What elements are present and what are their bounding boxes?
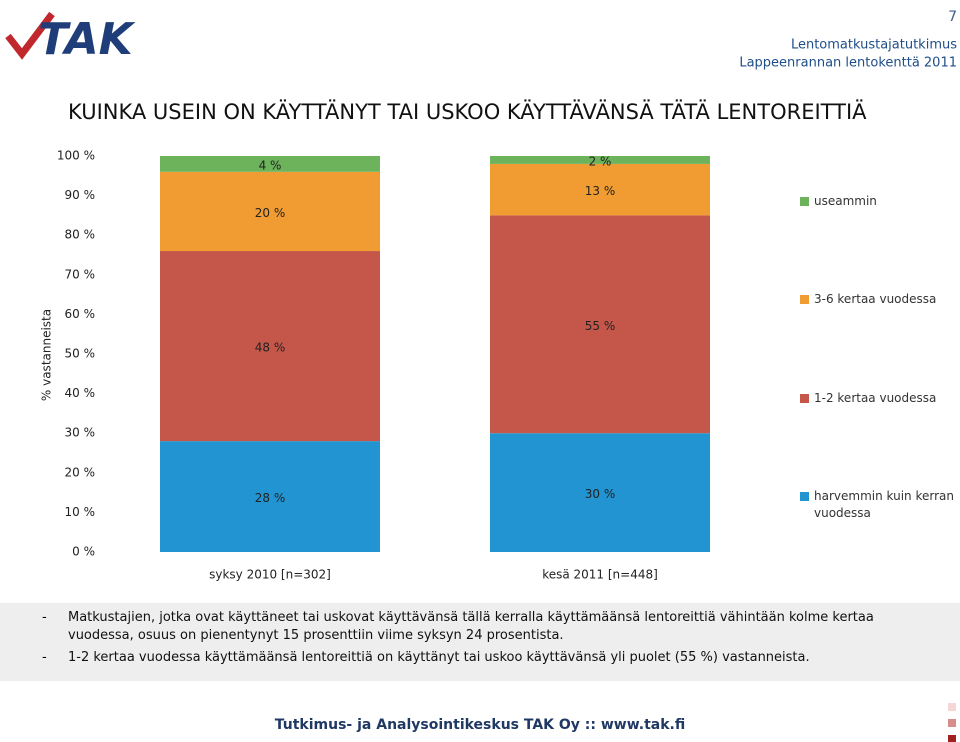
legend-label: 1-2 kertaa vuodessa xyxy=(814,390,937,405)
notes-band: - Matkustajien, jotka ovat käyttäneet tai… xyxy=(0,603,960,681)
logo-text: TAK xyxy=(38,14,136,65)
bar-segment xyxy=(490,215,710,434)
bar-segment xyxy=(160,156,380,172)
legend-item: 3-6 kertaa vuodessa xyxy=(800,291,960,308)
value-label: 30 % xyxy=(585,487,616,501)
legend-label: useammin xyxy=(814,194,877,208)
decor xyxy=(948,735,956,742)
bullet: - xyxy=(42,610,47,625)
logo-check xyxy=(5,11,55,60)
decor xyxy=(948,719,956,727)
bar-segment xyxy=(160,171,380,252)
value-label: 48 % xyxy=(255,341,286,355)
legend-swatch xyxy=(800,393,809,403)
value-label: 4 % xyxy=(259,158,282,172)
legend-label: 3-6 kertaa vuodessa xyxy=(814,292,937,307)
logo: TAK xyxy=(5,11,136,65)
legend-swatch xyxy=(800,491,809,501)
y-tick-label: 0 % xyxy=(72,545,95,559)
value-label: 20 % xyxy=(255,206,286,220)
bar-segment xyxy=(160,251,380,442)
y-tick-label: 10 % xyxy=(65,505,96,519)
value-label: 2 % xyxy=(589,154,612,168)
value-label: 28 % xyxy=(255,491,286,505)
y-tick-label: 70 % xyxy=(65,267,96,281)
x-tick-label: syksy 2010 [n=302] xyxy=(209,568,331,582)
y-tick-label: 60 % xyxy=(65,307,96,321)
header-line: Lappeenrannan lentokenttä 2011 xyxy=(739,56,957,71)
note-text: 1-2 kertaa vuodessa käyttämäänsä lentore… xyxy=(68,650,810,665)
bar-segment xyxy=(490,156,710,164)
y-tick-label: 30 % xyxy=(65,426,96,440)
y-axis-label: % vastanneista xyxy=(40,309,54,401)
legend-label: harvemmin kuin kerran vuodessa xyxy=(814,488,954,520)
value-label: 13 % xyxy=(585,184,616,198)
y-tick-label: 80 % xyxy=(65,228,96,242)
bar-segment xyxy=(490,163,710,216)
y-tick-label: 20 % xyxy=(65,465,96,479)
bar-segment xyxy=(490,433,710,552)
legend-item: harvemmin kuin kerran vuodessa xyxy=(800,488,960,522)
legend-item: useammin xyxy=(800,193,960,210)
decor xyxy=(948,703,956,711)
header-line: Lentomatkustajatutkimus xyxy=(791,38,957,53)
y-tick-label: 100 % xyxy=(57,149,95,163)
legend-swatch xyxy=(800,295,809,305)
bullet: - xyxy=(42,650,47,665)
legend-swatch xyxy=(800,197,809,206)
y-tick-label: 50 % xyxy=(65,347,96,361)
y-tick-label: 40 % xyxy=(65,386,96,400)
chart-title: KUINKA USEIN ON KÄYTTÄNYT TAI USKOO KÄYT… xyxy=(68,99,867,124)
page-number: 7 xyxy=(948,9,957,25)
footer: Tutkimus- ja Analysointikeskus TAK Oy ::… xyxy=(275,717,685,733)
bar-segment xyxy=(160,441,380,552)
x-tick-label: kesä 2011 [n=448] xyxy=(542,568,658,582)
note-text: Matkustajien, jotka ovat käyttäneet tai … xyxy=(68,610,874,643)
legend-item: 1-2 kertaa vuodessa xyxy=(800,390,960,407)
value-label: 55 % xyxy=(585,319,616,333)
y-tick-label: 90 % xyxy=(65,188,96,202)
